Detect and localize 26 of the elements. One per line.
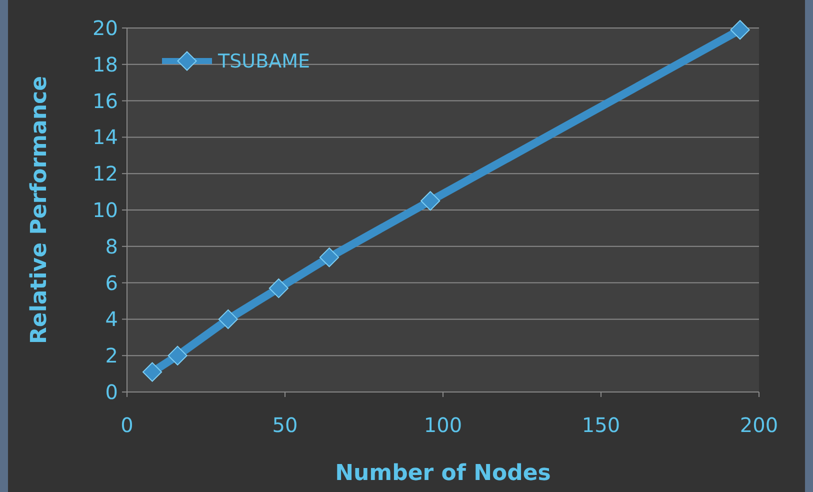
x-tick-label: 200 (740, 413, 778, 437)
y-tick-label: 4 (105, 307, 118, 332)
x-tick-label: 0 (120, 413, 134, 437)
point (319, 248, 340, 268)
point (268, 278, 288, 298)
y-tick-label: 2 (105, 344, 118, 368)
y-tick-label: 8 (105, 234, 118, 258)
y-axis-title: Relative Performance (27, 76, 52, 344)
x-tick-label: 50 (272, 413, 298, 437)
legend-label: TSUBAME (217, 50, 310, 73)
point (142, 362, 162, 382)
y-tick-label: 18 (92, 52, 118, 76)
y-tick-label: 0 (105, 380, 118, 404)
y-tick-label: 6 (105, 270, 118, 295)
y-tick-label: 10 (92, 198, 118, 222)
x-tick-label: 100 (424, 413, 462, 437)
y-tick-label: 14 (92, 125, 118, 150)
y-tick-label: 12 (92, 162, 118, 186)
x-axis-title: Number of Nodes (335, 461, 551, 486)
x-tick-label: 150 (582, 413, 620, 437)
point (218, 309, 238, 329)
point (420, 191, 440, 211)
point (730, 20, 750, 40)
point (168, 346, 188, 366)
y-tick-label: 20 (92, 16, 118, 40)
y-tick-label: 16 (92, 88, 118, 113)
